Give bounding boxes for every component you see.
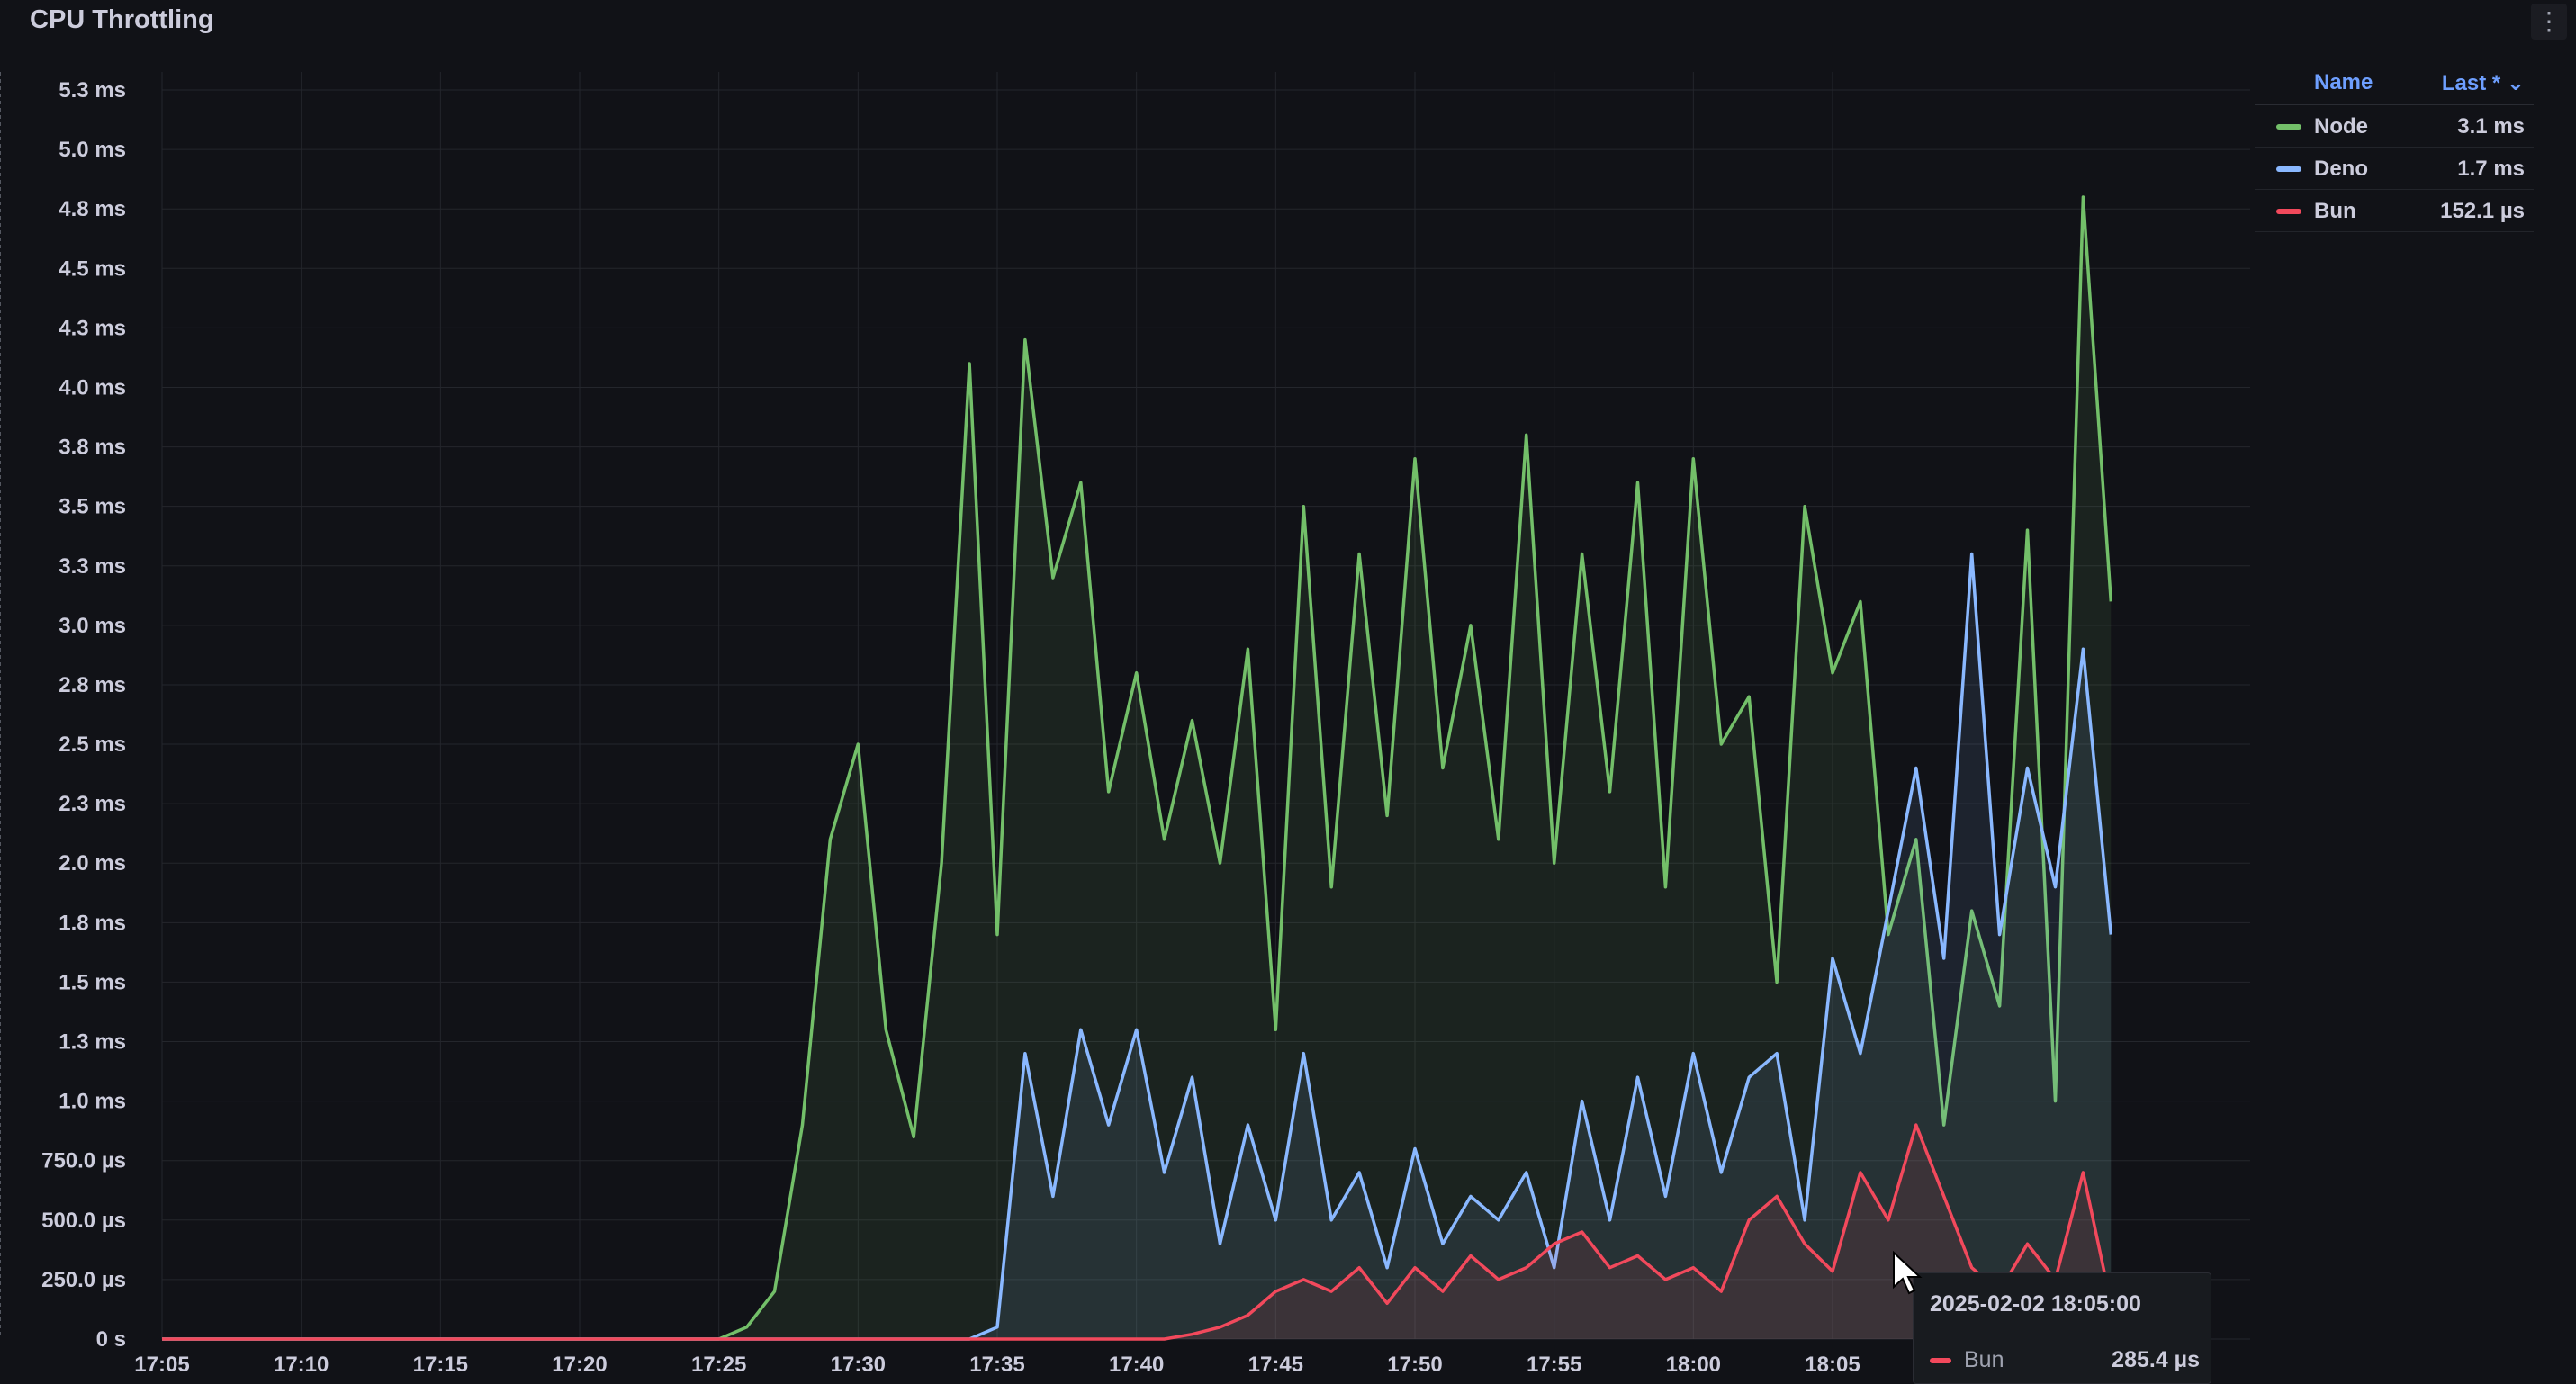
kebab-menu-icon[interactable]: ⋮ [2531, 4, 2567, 40]
tooltip-swatch-bun [1930, 1358, 1951, 1363]
x-tick-label: 17:50 [1387, 1353, 1442, 1377]
y-tick-label: 500.0 µs [41, 1209, 126, 1233]
x-tick-label: 17:30 [831, 1353, 886, 1377]
legend-swatch-deno [2276, 166, 2301, 172]
mouse-cursor-icon [1893, 1251, 1923, 1295]
panel-title: CPU Throttling [30, 5, 214, 34]
x-tick-label: 17:15 [413, 1353, 468, 1377]
legend: Name Last * ⌄ Node 3.1 ms Deno 1.7 ms Bu… [2255, 63, 2534, 232]
series-area-bun [162, 1125, 2112, 1339]
series-area-node [162, 197, 2112, 1339]
legend-name-header[interactable]: Name [2314, 70, 2373, 94]
tooltip-row: Bun 285.4 µs [1930, 1347, 2200, 1374]
y-tick-label: 1.5 ms [59, 970, 126, 994]
y-tick-label: 2.5 ms [59, 732, 126, 757]
legend-series-value: 152.1 µs [2440, 199, 2525, 223]
x-tick-label: 17:25 [691, 1353, 746, 1377]
x-tick-label: 17:45 [1248, 1353, 1303, 1377]
y-tick-label: 3.3 ms [59, 554, 126, 579]
hover-tooltip: 2025-02-02 18:05:00 Bun 285.4 µs [1913, 1272, 2211, 1384]
x-tick-label: 17:55 [1527, 1353, 1581, 1377]
legend-item-deno[interactable]: Deno 1.7 ms [2255, 148, 2534, 190]
y-tick-label: 1.0 ms [59, 1090, 126, 1114]
y-tick-label: 3.0 ms [59, 614, 126, 638]
legend-series-name: Node [2314, 114, 2368, 139]
y-tick-label: 5.3 ms [59, 78, 126, 103]
y-tick-label: 2.0 ms [59, 851, 126, 876]
y-tick-label: 2.8 ms [59, 673, 126, 697]
x-tick-label: 18:05 [1805, 1353, 1860, 1377]
y-tick-label: 1.8 ms [59, 911, 126, 935]
series-line-node [162, 195, 2113, 1341]
y-tick-label: 2.3 ms [59, 792, 126, 816]
legend-item-node[interactable]: Node 3.1 ms [2255, 105, 2534, 148]
y-tick-label: 750.0 µs [41, 1149, 126, 1173]
y-tick-label: 3.8 ms [59, 436, 126, 460]
legend-swatch-bun [2276, 209, 2301, 214]
y-tick-label: 4.5 ms [59, 256, 126, 281]
y-tick-label: 250.0 µs [41, 1268, 126, 1292]
x-tick-label: 17:35 [969, 1353, 1024, 1377]
y-tick-label: 4.0 ms [59, 375, 126, 400]
series-line-bun [162, 1123, 2113, 1341]
y-tick-label: 3.5 ms [59, 495, 126, 519]
y-tick-label: 4.8 ms [59, 197, 126, 221]
legend-series-name: Deno [2314, 157, 2368, 181]
y-tick-label: 0 s [96, 1327, 126, 1352]
y-tick-label: 5.0 ms [59, 138, 126, 162]
legend-swatch-node [2276, 124, 2301, 130]
y-tick-label: 1.3 ms [59, 1030, 126, 1055]
legend-last-header[interactable]: Last * ⌄ [2441, 71, 2525, 95]
x-tick-label: 17:40 [1109, 1353, 1164, 1377]
legend-series-name: Bun [2314, 199, 2356, 223]
legend-header: Name Last * ⌄ [2255, 63, 2534, 105]
tooltip-series-name: Bun [1964, 1347, 2004, 1372]
tooltip-series-value: 285.4 µs [2112, 1347, 2200, 1372]
tooltip-time: 2025-02-02 18:05:00 [1930, 1291, 2141, 1317]
x-tick-label: 18:00 [1666, 1353, 1721, 1377]
y-tick-label: 4.3 ms [59, 316, 126, 340]
series-area-deno [162, 553, 2112, 1339]
legend-series-value: 1.7 ms [2457, 157, 2525, 181]
x-tick-label: 17:20 [552, 1353, 607, 1377]
x-tick-label: 17:05 [134, 1353, 189, 1377]
legend-series-value: 3.1 ms [2457, 114, 2525, 139]
legend-item-bun[interactable]: Bun 152.1 µs [2255, 190, 2534, 232]
x-tick-label: 17:10 [274, 1353, 329, 1377]
